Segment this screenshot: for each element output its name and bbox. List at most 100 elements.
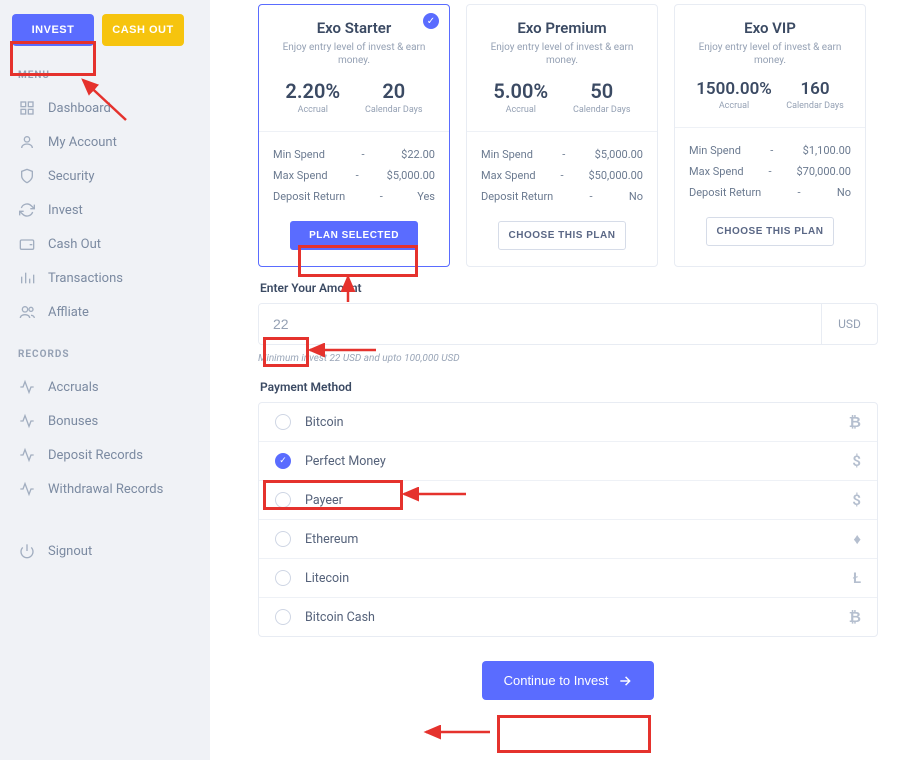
plan-action-button[interactable]: CHOOSE THIS PLAN: [498, 221, 627, 250]
plan-pct-label: Accrual: [696, 101, 772, 111]
plan-subtitle: Enjoy entry level of invest & earn money…: [273, 41, 435, 67]
currency-icon: ₿: [849, 413, 861, 431]
nav-label: Dashboard: [48, 101, 111, 116]
plan-title: Exo Premium: [481, 19, 643, 37]
signout-link[interactable]: Signout: [0, 534, 210, 568]
plan-days-label: Calendar Days: [786, 101, 844, 111]
ret-value: No: [837, 186, 851, 199]
cashout-button[interactable]: CASH OUT: [102, 14, 184, 46]
min-label: Min Spend: [689, 144, 741, 157]
nav-label: Deposit Records: [48, 448, 143, 463]
currency-icon: $: [852, 491, 861, 509]
nav-item-dashboard[interactable]: Dashboard: [0, 91, 210, 125]
currency-label: USD: [821, 304, 877, 344]
users-icon: [18, 303, 36, 321]
min-label: Min Spend: [481, 148, 533, 161]
plan-days-label: Calendar Days: [365, 105, 423, 115]
currency-icon: ♦: [853, 530, 861, 548]
min-value: $5,000.00: [595, 148, 643, 161]
plan-pct: 2.20%: [285, 79, 340, 103]
ret-value: Yes: [417, 190, 435, 203]
radio-icon: [275, 414, 291, 430]
sidebar: INVEST CASH OUT MENU Dashboard My Account…: [0, 0, 210, 760]
amount-input[interactable]: [259, 304, 821, 344]
payment-name: Ethereum: [305, 532, 853, 547]
plan-pct-label: Accrual: [493, 105, 548, 115]
radio-icon: [275, 531, 291, 547]
payment-label: Payment Method: [260, 380, 900, 394]
radio-icon: [275, 570, 291, 586]
continue-label: Continue to Invest: [504, 673, 609, 688]
nav-item-affliate[interactable]: Affliate: [0, 295, 210, 329]
nav-label: Security: [48, 169, 95, 184]
continue-invest-button[interactable]: Continue to Invest: [482, 661, 655, 700]
nav-label: My Account: [48, 135, 117, 150]
max-label: Max Spend: [481, 169, 536, 182]
min-label: Min Spend: [273, 148, 325, 161]
amount-field-wrap: USD: [258, 303, 878, 345]
min-value: $22.00: [401, 148, 435, 161]
nav-item-my-account[interactable]: My Account: [0, 125, 210, 159]
max-value: $70,000.00: [796, 165, 851, 178]
radio-icon: [275, 609, 291, 625]
plan-card-2[interactable]: Exo VIPEnjoy entry level of invest & ear…: [674, 4, 866, 267]
plan-title: Exo VIP: [689, 19, 851, 37]
invest-button[interactable]: INVEST: [12, 14, 94, 46]
plan-days: 20: [365, 79, 423, 103]
nav-item-cash-out[interactable]: Cash Out: [0, 227, 210, 261]
payment-method-list: Bitcoin₿✓Perfect Money$Payeer$Ethereum♦L…: [258, 402, 878, 637]
payment-option-bitcoin[interactable]: Bitcoin₿: [259, 403, 877, 442]
ret-label: Deposit Return: [273, 190, 345, 203]
pulse-icon: [18, 378, 36, 396]
plan-action-button[interactable]: CHOOSE THIS PLAN: [706, 217, 835, 246]
check-icon: ✓: [423, 13, 439, 29]
plan-pct: 1500.00%: [696, 79, 772, 99]
payment-option-bitcoin-cash[interactable]: Bitcoin Cash₿: [259, 598, 877, 636]
plan-card-0[interactable]: ✓Exo Starter Enjoy entry level of invest …: [258, 4, 450, 267]
payment-option-perfect-money[interactable]: ✓Perfect Money$: [259, 442, 877, 481]
nav-label: Cash Out: [48, 237, 101, 252]
max-value: $50,000.00: [588, 169, 643, 182]
pulse-icon: [18, 412, 36, 430]
nav-item-invest[interactable]: Invest: [0, 193, 210, 227]
plan-card-1[interactable]: Exo Premium Enjoy entry level of invest &…: [466, 4, 658, 267]
nav-label: Transactions: [48, 271, 123, 286]
pulse-icon: [18, 446, 36, 464]
plan-days: 50: [573, 79, 631, 103]
nav-item-bonuses[interactable]: Bonuses: [0, 404, 210, 438]
max-label: Max Spend: [273, 169, 328, 182]
shield-icon: [18, 167, 36, 185]
main-content: ✓Exo StarterEnjoy entry level of invest …: [210, 0, 900, 760]
payment-option-payeer[interactable]: Payeer$: [259, 481, 877, 520]
nav-item-security[interactable]: Security: [0, 159, 210, 193]
nav-item-transactions[interactable]: Transactions: [0, 261, 210, 295]
chart-icon: [18, 269, 36, 287]
records-section-head: RECORDS: [0, 343, 210, 370]
radio-icon: ✓: [275, 453, 291, 469]
payment-name: Bitcoin: [305, 415, 849, 430]
plan-subtitle: Enjoy entry level of invest & earn money…: [481, 41, 643, 67]
nav-item-accruals[interactable]: Accruals: [0, 370, 210, 404]
payment-option-ethereum[interactable]: Ethereum♦: [259, 520, 877, 559]
power-icon: [18, 542, 36, 560]
payment-name: Bitcoin Cash: [305, 610, 849, 625]
amount-label: Enter Your Amount: [260, 281, 900, 295]
nav-item-deposit-records[interactable]: Deposit Records: [0, 438, 210, 472]
radio-icon: [275, 492, 291, 508]
nav-label: Invest: [48, 203, 83, 218]
wallet-icon: [18, 235, 36, 253]
nav-item-withdrawal-records[interactable]: Withdrawal Records: [0, 472, 210, 506]
plan-title: Exo Starter: [273, 19, 435, 37]
ret-label: Deposit Return: [689, 186, 761, 199]
ret-label: Deposit Return: [481, 190, 553, 203]
menu-section-head: MENU: [0, 64, 210, 91]
payment-option-litecoin[interactable]: LitecoinŁ: [259, 559, 877, 598]
plan-pct-label: Accrual: [285, 105, 340, 115]
amount-hint: Minimum invest 22 USD and upto 100,000 U…: [258, 353, 900, 364]
plan-action-button[interactable]: PLAN SELECTED: [290, 221, 418, 250]
nav-label: Accruals: [48, 380, 99, 395]
plan-pct: 5.00%: [493, 79, 548, 103]
ret-value: No: [629, 190, 643, 203]
nav-label: Withdrawal Records: [48, 482, 163, 497]
arrow-right-icon: [618, 674, 632, 688]
